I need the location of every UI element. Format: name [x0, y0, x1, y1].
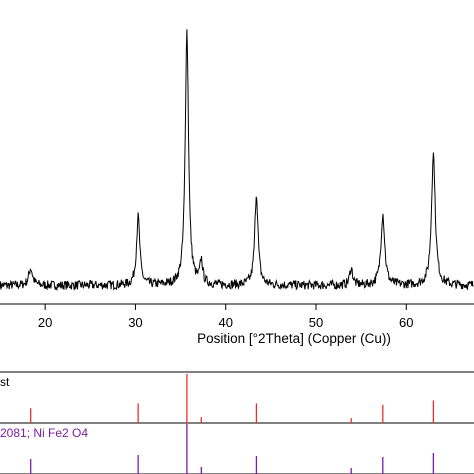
- x-tick-label: 50: [309, 315, 323, 330]
- x-tick-label: 30: [128, 315, 142, 330]
- diffraction-pattern-panel: 20 30 40 50 60 Position [°2Theta] (Copper (C…: [0, 29, 474, 346]
- x-tick-label: 40: [218, 315, 232, 330]
- x-tick-label: 60: [399, 315, 413, 330]
- reference-pattern-panel-2: 2081; Ni Fe2 O4: [0, 424, 474, 474]
- ref1-sticks: [30, 374, 435, 423]
- ref2-sticks: [30, 424, 435, 474]
- x-ticks: 20 30 40 50 60: [38, 304, 414, 330]
- ref1-label: st: [0, 375, 10, 389]
- reference-pattern-panel-1: st: [0, 371, 474, 424]
- ref2-label: 2081; Ni Fe2 O4: [0, 426, 88, 440]
- x-axis-title: Position [°2Theta] (Copper (Cu)): [197, 331, 391, 346]
- x-tick-label: 20: [38, 315, 52, 330]
- diffraction-pattern-line: [0, 29, 474, 291]
